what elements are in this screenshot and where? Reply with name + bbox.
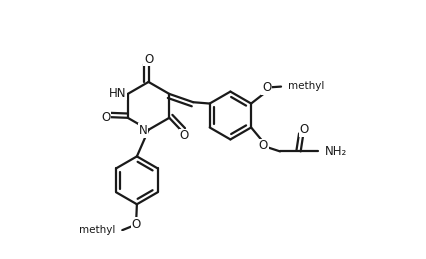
Text: O: O: [101, 111, 110, 124]
Text: O: O: [262, 81, 271, 94]
Text: methyl: methyl: [288, 81, 325, 91]
Text: HN: HN: [109, 87, 127, 100]
Text: O: O: [299, 123, 308, 136]
Text: O: O: [144, 53, 153, 66]
Text: methyl: methyl: [78, 225, 115, 235]
Text: O: O: [259, 139, 268, 152]
Text: N: N: [138, 124, 147, 137]
Text: O: O: [132, 218, 141, 231]
Text: NH₂: NH₂: [325, 145, 348, 158]
Text: O: O: [179, 129, 188, 142]
